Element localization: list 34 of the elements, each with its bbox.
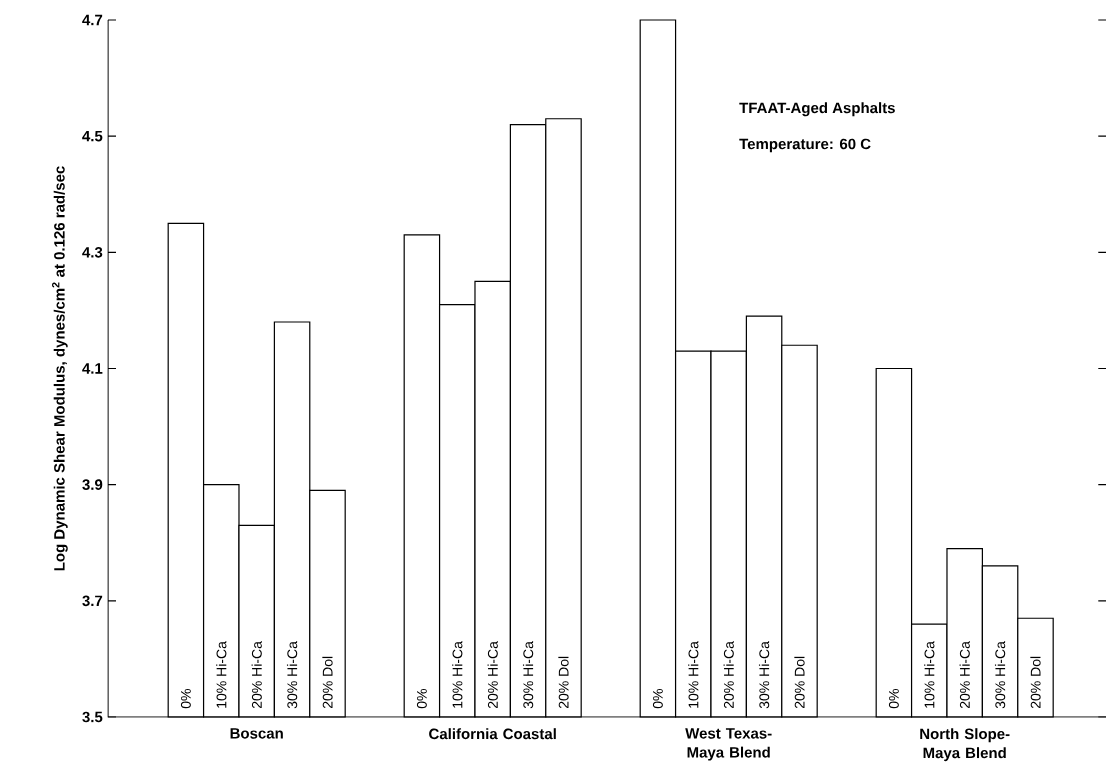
- y-tick-label: 4.1: [82, 363, 103, 374]
- text: 10% Hi-Ca: [924, 641, 935, 708]
- text: 20% Hi-Ca: [487, 641, 498, 709]
- y-tick-label: 3.9: [82, 479, 103, 490]
- text: 30% Hi-Ca: [758, 641, 770, 709]
- text: 20% Hi-Ca: [959, 641, 970, 709]
- text: 20% Dol: [1030, 656, 1041, 709]
- text: 0%: [888, 689, 899, 709]
- x-tick-label: West Texas-Maya Blend: [685, 728, 772, 761]
- text: 20% Hi-Ca: [723, 641, 734, 709]
- x-tick-label: California Coastal: [429, 728, 556, 740]
- annotation: TFAAT-Aged Asphalts: [739, 102, 895, 117]
- text: 20% Dol: [794, 656, 805, 709]
- x-tick-label: North Slope-Maya Blend: [920, 728, 1010, 762]
- series-label: 10% Hi-Ca: [216, 641, 227, 708]
- x-tick-label: Boscan: [230, 728, 283, 739]
- text: 20% Dol: [558, 656, 569, 709]
- text: 0%: [652, 689, 663, 709]
- y-tick-label: 3.5: [82, 711, 103, 723]
- text: 10% Hi-Ca: [688, 641, 699, 708]
- series-label: 20% Dol: [322, 656, 333, 709]
- y-tick-label: 4.5: [82, 130, 103, 142]
- text: 0%: [416, 689, 427, 709]
- text: 30% Hi-Ca: [994, 641, 1006, 709]
- series-label: 30% Hi-Ca: [286, 641, 298, 709]
- text: 30% Hi-Ca: [522, 641, 534, 709]
- series-label: 20% Hi-Ca: [251, 641, 262, 709]
- y-tick-label: 4.3: [82, 247, 103, 258]
- annotation: Temperature: 60 C: [739, 138, 871, 153]
- y-axis-title: Log Dynamic Shear Modulus, dynes/cm$^{2}$ at 0.126 rad/sec: [52, 166, 68, 571]
- y-tick-label: 3.7: [82, 595, 103, 607]
- text: 10% Hi-Ca: [452, 641, 463, 708]
- y-tick-label: 4.7: [82, 14, 103, 26]
- series-label: 0%: [180, 689, 191, 709]
